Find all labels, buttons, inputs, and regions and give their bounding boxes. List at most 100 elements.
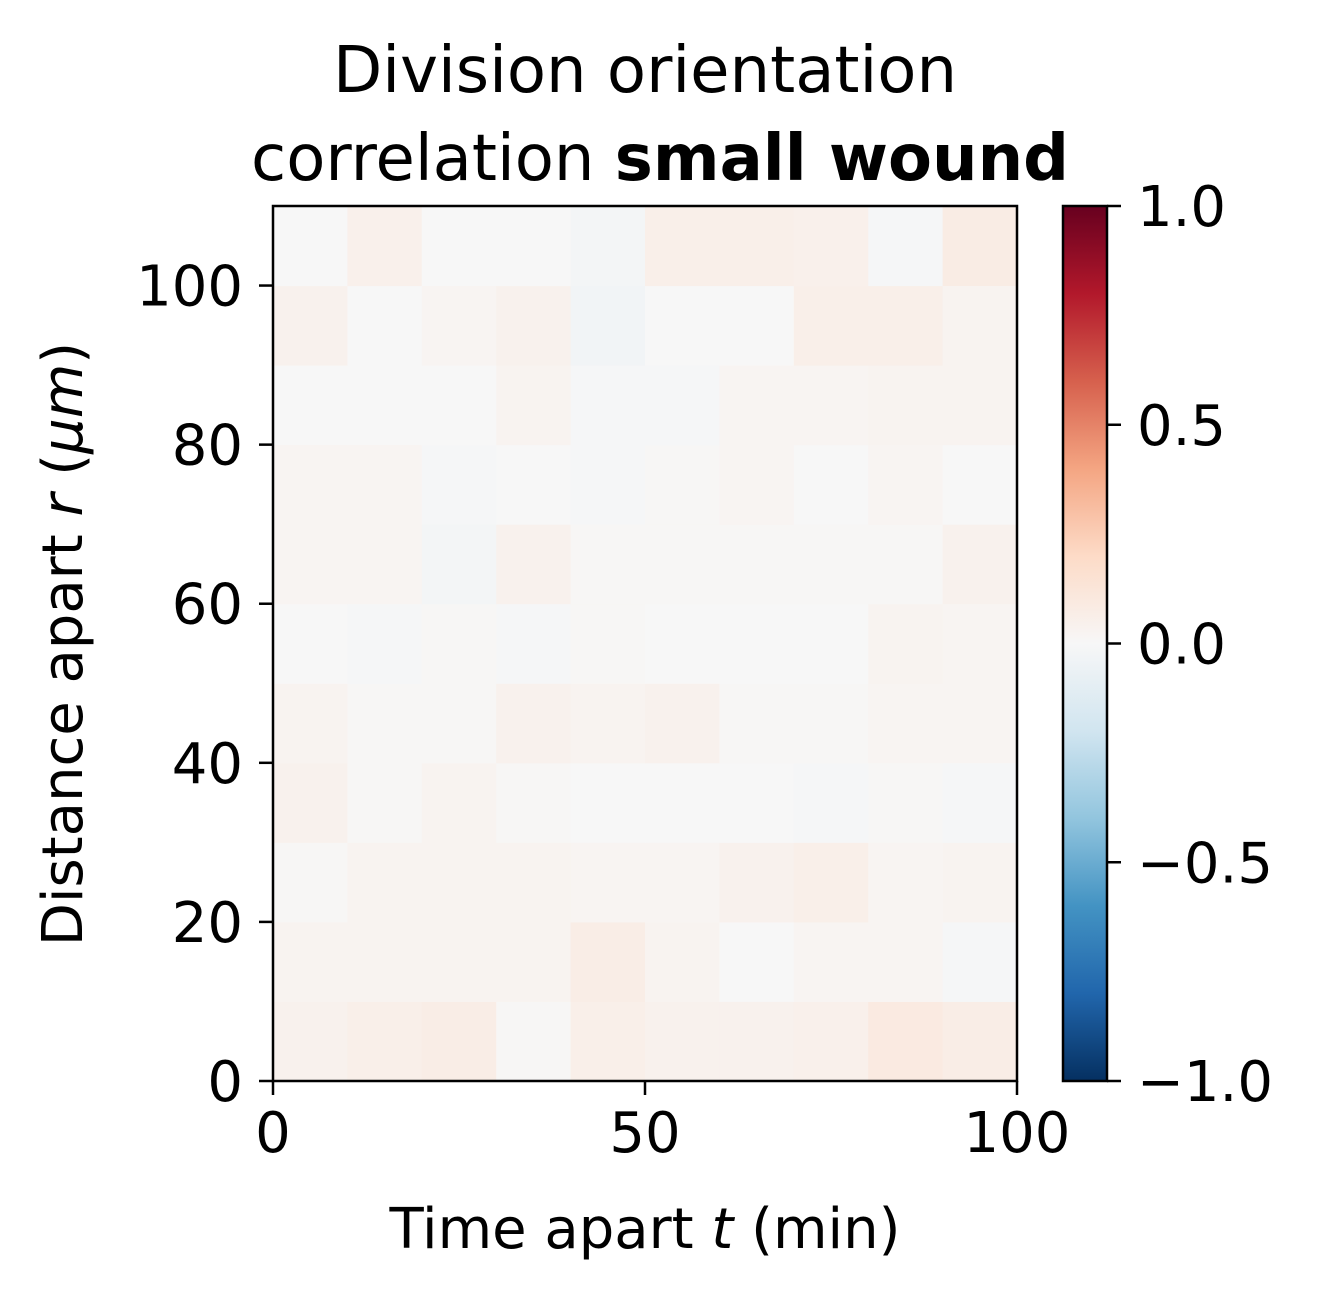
x-axis-label: Time apart t (min) — [389, 1197, 901, 1262]
x-axis-ticks: 0 50 100 — [255, 1081, 1070, 1166]
heatmap-cell — [570, 285, 646, 366]
heatmap-cell — [570, 842, 646, 923]
heatmap-cell — [793, 444, 869, 525]
heatmap-cell — [793, 365, 869, 446]
heatmap-cell — [719, 762, 795, 843]
heatmap-cell — [421, 683, 497, 764]
heatmap-cell — [273, 285, 348, 366]
heatmap-cell — [719, 444, 795, 525]
colorbar — [1061, 204, 1109, 1083]
x-axis-label-var: t — [711, 1197, 735, 1262]
heatmap-cell — [421, 206, 497, 287]
heatmap-cell — [719, 206, 795, 287]
heatmap-cell — [496, 921, 572, 1002]
heatmap-cell — [942, 365, 1018, 446]
heatmap-cell — [868, 683, 944, 764]
heatmap-cell — [273, 444, 348, 525]
heatmap-cell — [793, 524, 869, 605]
heatmap-cell — [273, 921, 348, 1002]
heatmap-cell — [645, 921, 720, 1002]
heatmap-cell — [868, 524, 944, 605]
heatmap-cell — [793, 921, 869, 1002]
heatmap-cell — [496, 444, 572, 525]
y-tick-label: 20 — [172, 891, 243, 956]
heatmap-cell — [942, 1001, 1018, 1082]
heatmap-cell — [868, 921, 944, 1002]
heatmap-cell — [273, 603, 348, 684]
heatmap-cell — [645, 365, 720, 446]
heatmap-cell — [645, 762, 720, 843]
chart-title-line2: correlation small wound — [251, 122, 1069, 196]
heatmap-cell — [347, 683, 423, 764]
heatmap-cell — [347, 1001, 423, 1082]
heatmap-cell — [273, 365, 348, 446]
colorbar-tick-label: 1.0 — [1137, 175, 1226, 240]
colorbar-ticks: 1.0 0.5 0.0 −0.5 −1.0 — [1107, 175, 1273, 1115]
heatmap-cell — [421, 921, 497, 1002]
heatmap-cell — [793, 762, 869, 843]
heatmap-cell — [347, 603, 423, 684]
heatmap-cell — [273, 683, 348, 764]
colorbar-tick-label: 0.0 — [1137, 613, 1226, 678]
heatmap-cell — [496, 285, 572, 366]
heatmap-cell — [868, 1001, 944, 1082]
y-axis-label-pre: Distance apart — [31, 517, 96, 947]
heatmap-cell — [719, 524, 795, 605]
chart-title-line1: Division orientation — [333, 34, 957, 108]
heatmap-cell — [942, 206, 1018, 287]
heatmap-cell — [868, 285, 944, 366]
heatmap-cell — [570, 206, 646, 287]
heatmap-cell — [942, 683, 1018, 764]
heatmap-cell — [793, 603, 869, 684]
heatmap-cell — [645, 524, 720, 605]
heatmap-cell — [793, 842, 869, 923]
heatmap-cell — [719, 365, 795, 446]
heatmap-cell — [719, 1001, 795, 1082]
heatmap-cell — [942, 603, 1018, 684]
heatmap-cell — [570, 921, 646, 1002]
heatmap-cell — [421, 762, 497, 843]
heatmap-cell — [496, 603, 572, 684]
x-tick-label: 100 — [964, 1101, 1071, 1166]
x-axis-label-pre: Time apart — [389, 1197, 712, 1262]
colorbar-tick-label: −1.0 — [1137, 1050, 1273, 1115]
y-tick-label: 40 — [172, 732, 243, 797]
heatmap-cell — [496, 206, 572, 287]
heatmap-cell — [421, 444, 497, 525]
heatmap-cell — [347, 762, 423, 843]
heatmap-cell — [421, 524, 497, 605]
y-axis-ticks: 0 20 40 60 80 100 — [136, 255, 273, 1115]
heatmap-cell — [793, 206, 869, 287]
heatmap-cell — [273, 206, 348, 287]
heatmap-cell — [273, 762, 348, 843]
heatmap-cell — [942, 762, 1018, 843]
heatmap-cell — [942, 842, 1018, 923]
chart-title-line2-regular: correlation — [251, 122, 615, 196]
heatmap-cell — [645, 444, 720, 525]
heatmap-cell — [645, 206, 720, 287]
chart-title-line2-bold: small wound — [615, 122, 1069, 196]
x-tick-label: 50 — [609, 1101, 680, 1166]
heatmap-cell — [347, 285, 423, 366]
heatmap-cell — [496, 1001, 572, 1082]
heatmap-cell — [645, 603, 720, 684]
heatmap-cell — [793, 1001, 869, 1082]
heatmap-cell — [942, 524, 1018, 605]
heatmap-cell — [421, 842, 497, 923]
heatmap-cell — [496, 524, 572, 605]
y-axis-label-var: r — [31, 491, 96, 517]
heatmap-cell — [868, 762, 944, 843]
y-tick-label: 100 — [136, 255, 243, 320]
heatmap-cell — [942, 444, 1018, 525]
heatmap-cell — [570, 603, 646, 684]
y-tick-label: 60 — [172, 573, 243, 638]
heatmap-cell — [347, 921, 423, 1002]
y-axis-label-close: ) — [31, 342, 96, 364]
heatmap-cell — [645, 683, 720, 764]
heatmap-cell — [645, 1001, 720, 1082]
heatmap-cell — [719, 921, 795, 1002]
heatmap-cell — [347, 524, 423, 605]
heatmap-cell — [273, 842, 348, 923]
heatmap-cell — [719, 842, 795, 923]
heatmap-cell — [942, 285, 1018, 366]
